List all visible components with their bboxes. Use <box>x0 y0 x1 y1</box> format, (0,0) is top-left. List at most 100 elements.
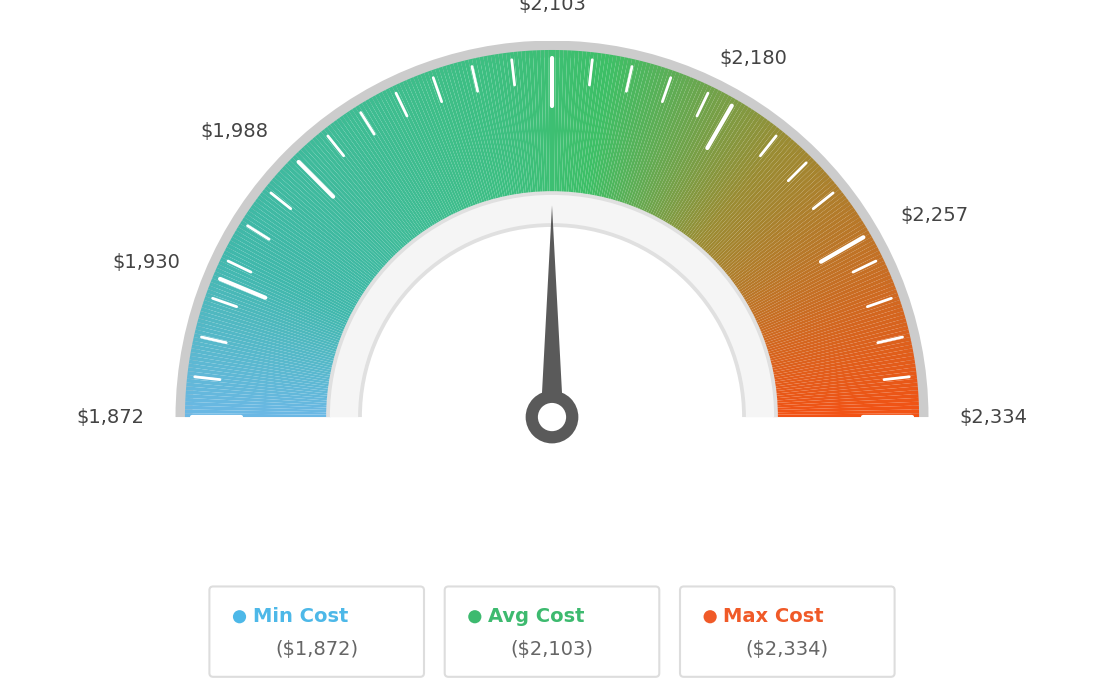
Wedge shape <box>575 52 594 197</box>
Wedge shape <box>772 371 916 392</box>
Wedge shape <box>446 65 490 206</box>
Wedge shape <box>443 66 488 206</box>
Wedge shape <box>210 282 347 338</box>
Circle shape <box>538 403 566 431</box>
Wedge shape <box>208 286 346 340</box>
Wedge shape <box>741 227 868 304</box>
Text: $2,257: $2,257 <box>901 206 969 225</box>
Wedge shape <box>750 250 881 319</box>
Wedge shape <box>756 275 892 333</box>
Wedge shape <box>739 220 864 300</box>
Wedge shape <box>510 52 529 197</box>
Wedge shape <box>767 333 910 368</box>
Wedge shape <box>726 192 845 284</box>
Wedge shape <box>432 69 481 208</box>
Wedge shape <box>693 135 789 248</box>
Wedge shape <box>352 107 434 232</box>
Wedge shape <box>725 189 842 282</box>
Wedge shape <box>375 94 447 224</box>
Wedge shape <box>321 129 415 245</box>
Wedge shape <box>236 227 363 304</box>
Wedge shape <box>327 125 418 242</box>
Wedge shape <box>526 50 538 197</box>
Wedge shape <box>768 344 913 375</box>
Wedge shape <box>773 390 919 403</box>
Wedge shape <box>403 80 464 215</box>
Wedge shape <box>760 289 898 342</box>
Text: $2,103: $2,103 <box>518 0 586 14</box>
Wedge shape <box>736 214 860 297</box>
Wedge shape <box>675 111 758 234</box>
Wedge shape <box>605 61 644 203</box>
Wedge shape <box>330 195 774 417</box>
Wedge shape <box>518 51 533 197</box>
Wedge shape <box>594 57 625 200</box>
Wedge shape <box>724 186 840 279</box>
Wedge shape <box>577 52 598 197</box>
Wedge shape <box>191 348 335 378</box>
Wedge shape <box>502 53 524 198</box>
Wedge shape <box>634 76 691 213</box>
Wedge shape <box>665 101 742 228</box>
Wedge shape <box>264 186 380 279</box>
Wedge shape <box>253 201 373 289</box>
Wedge shape <box>382 90 452 221</box>
Wedge shape <box>563 50 575 196</box>
Wedge shape <box>342 113 427 235</box>
Wedge shape <box>636 77 694 213</box>
Wedge shape <box>188 367 333 389</box>
Wedge shape <box>365 99 442 226</box>
Wedge shape <box>773 406 919 413</box>
Wedge shape <box>609 63 650 204</box>
Wedge shape <box>460 61 499 203</box>
Wedge shape <box>712 163 819 266</box>
Wedge shape <box>670 107 752 232</box>
Wedge shape <box>691 132 786 246</box>
FancyBboxPatch shape <box>210 586 424 677</box>
Wedge shape <box>187 379 332 396</box>
Wedge shape <box>573 52 591 197</box>
Wedge shape <box>304 144 404 254</box>
Wedge shape <box>279 168 390 269</box>
FancyBboxPatch shape <box>680 586 894 677</box>
Wedge shape <box>772 379 917 396</box>
Wedge shape <box>259 192 378 284</box>
Wedge shape <box>189 359 333 385</box>
FancyBboxPatch shape <box>445 586 659 677</box>
Wedge shape <box>773 402 919 410</box>
Wedge shape <box>669 105 749 230</box>
Wedge shape <box>185 386 331 401</box>
Wedge shape <box>211 278 348 335</box>
Wedge shape <box>421 73 475 210</box>
Wedge shape <box>732 204 853 290</box>
Wedge shape <box>767 330 910 366</box>
Wedge shape <box>337 118 424 238</box>
Wedge shape <box>616 66 661 206</box>
Wedge shape <box>202 304 341 351</box>
Wedge shape <box>191 344 336 375</box>
Wedge shape <box>257 195 375 285</box>
Wedge shape <box>773 394 919 406</box>
Wedge shape <box>215 268 350 329</box>
Wedge shape <box>323 127 416 244</box>
Wedge shape <box>729 195 847 285</box>
Wedge shape <box>764 311 904 355</box>
Wedge shape <box>435 68 484 208</box>
Wedge shape <box>652 90 722 221</box>
Wedge shape <box>176 41 928 417</box>
Wedge shape <box>246 210 369 295</box>
Wedge shape <box>309 139 407 251</box>
Wedge shape <box>300 147 402 256</box>
Wedge shape <box>763 304 902 351</box>
Wedge shape <box>244 214 368 297</box>
Wedge shape <box>655 92 725 222</box>
Wedge shape <box>389 86 456 219</box>
Wedge shape <box>710 160 817 264</box>
Wedge shape <box>298 150 401 257</box>
Wedge shape <box>318 132 413 246</box>
Wedge shape <box>346 111 429 234</box>
Wedge shape <box>544 50 550 196</box>
Wedge shape <box>659 95 732 224</box>
Wedge shape <box>757 282 894 338</box>
Wedge shape <box>225 247 355 317</box>
